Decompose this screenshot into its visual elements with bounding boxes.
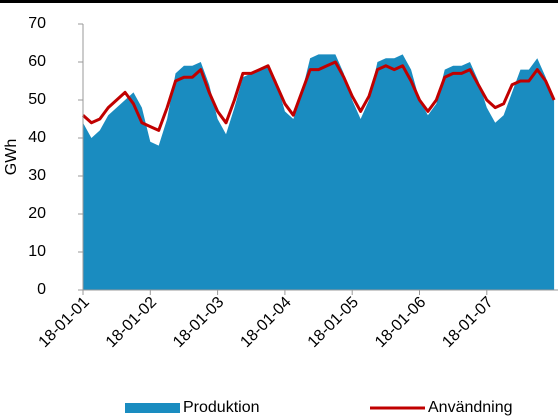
legend-label: Användning bbox=[428, 399, 513, 416]
y-tick-label: 70 bbox=[28, 15, 46, 32]
y-axis-label: GWh bbox=[3, 139, 20, 175]
top-border bbox=[0, 0, 558, 3]
y-tick-label: 50 bbox=[28, 91, 46, 108]
x-tick-label: 18-01-01 bbox=[36, 294, 93, 351]
y-tick-label: 30 bbox=[28, 167, 46, 184]
x-tick-label: 18-01-03 bbox=[170, 294, 227, 351]
line bbox=[81, 60, 556, 132]
y-tick-label: 60 bbox=[28, 53, 46, 70]
legend-swatch bbox=[125, 403, 180, 413]
y-tick-label: 10 bbox=[28, 243, 46, 260]
area bbox=[83, 54, 555, 291]
y-tick-label: 0 bbox=[37, 281, 46, 298]
x-tick-label: 18-01-07 bbox=[439, 294, 496, 351]
x-tick-label: 18-01-04 bbox=[237, 294, 294, 351]
y-tick-label: 20 bbox=[28, 205, 46, 222]
x-tick-label: 18-01-02 bbox=[103, 294, 160, 351]
y-tick-label: 40 bbox=[28, 129, 46, 146]
x-tick-label: 18-01-05 bbox=[305, 294, 362, 351]
legend-label: Produktion bbox=[183, 399, 260, 416]
x-tick-label: 18-01-06 bbox=[372, 294, 429, 351]
